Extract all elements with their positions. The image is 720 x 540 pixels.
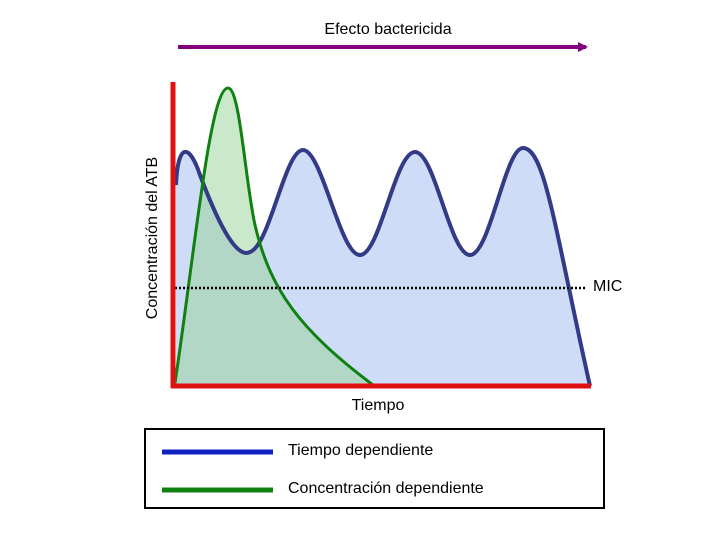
legend-label: Tiempo dependiente bbox=[288, 442, 433, 459]
time-dependent-curve bbox=[174, 145, 592, 387]
x-axis-label: Tiempo bbox=[352, 397, 405, 414]
title: Efecto bactericida bbox=[324, 21, 451, 38]
legend-label: Concentración dependiente bbox=[288, 480, 484, 497]
concentration-dependent-area bbox=[175, 88, 373, 386]
legend-box bbox=[144, 428, 605, 509]
y-axis-label: Concentración del ATB bbox=[144, 157, 161, 319]
mic-label: MIC bbox=[593, 278, 622, 295]
concentration-dependent-curve bbox=[173, 86, 374, 387]
